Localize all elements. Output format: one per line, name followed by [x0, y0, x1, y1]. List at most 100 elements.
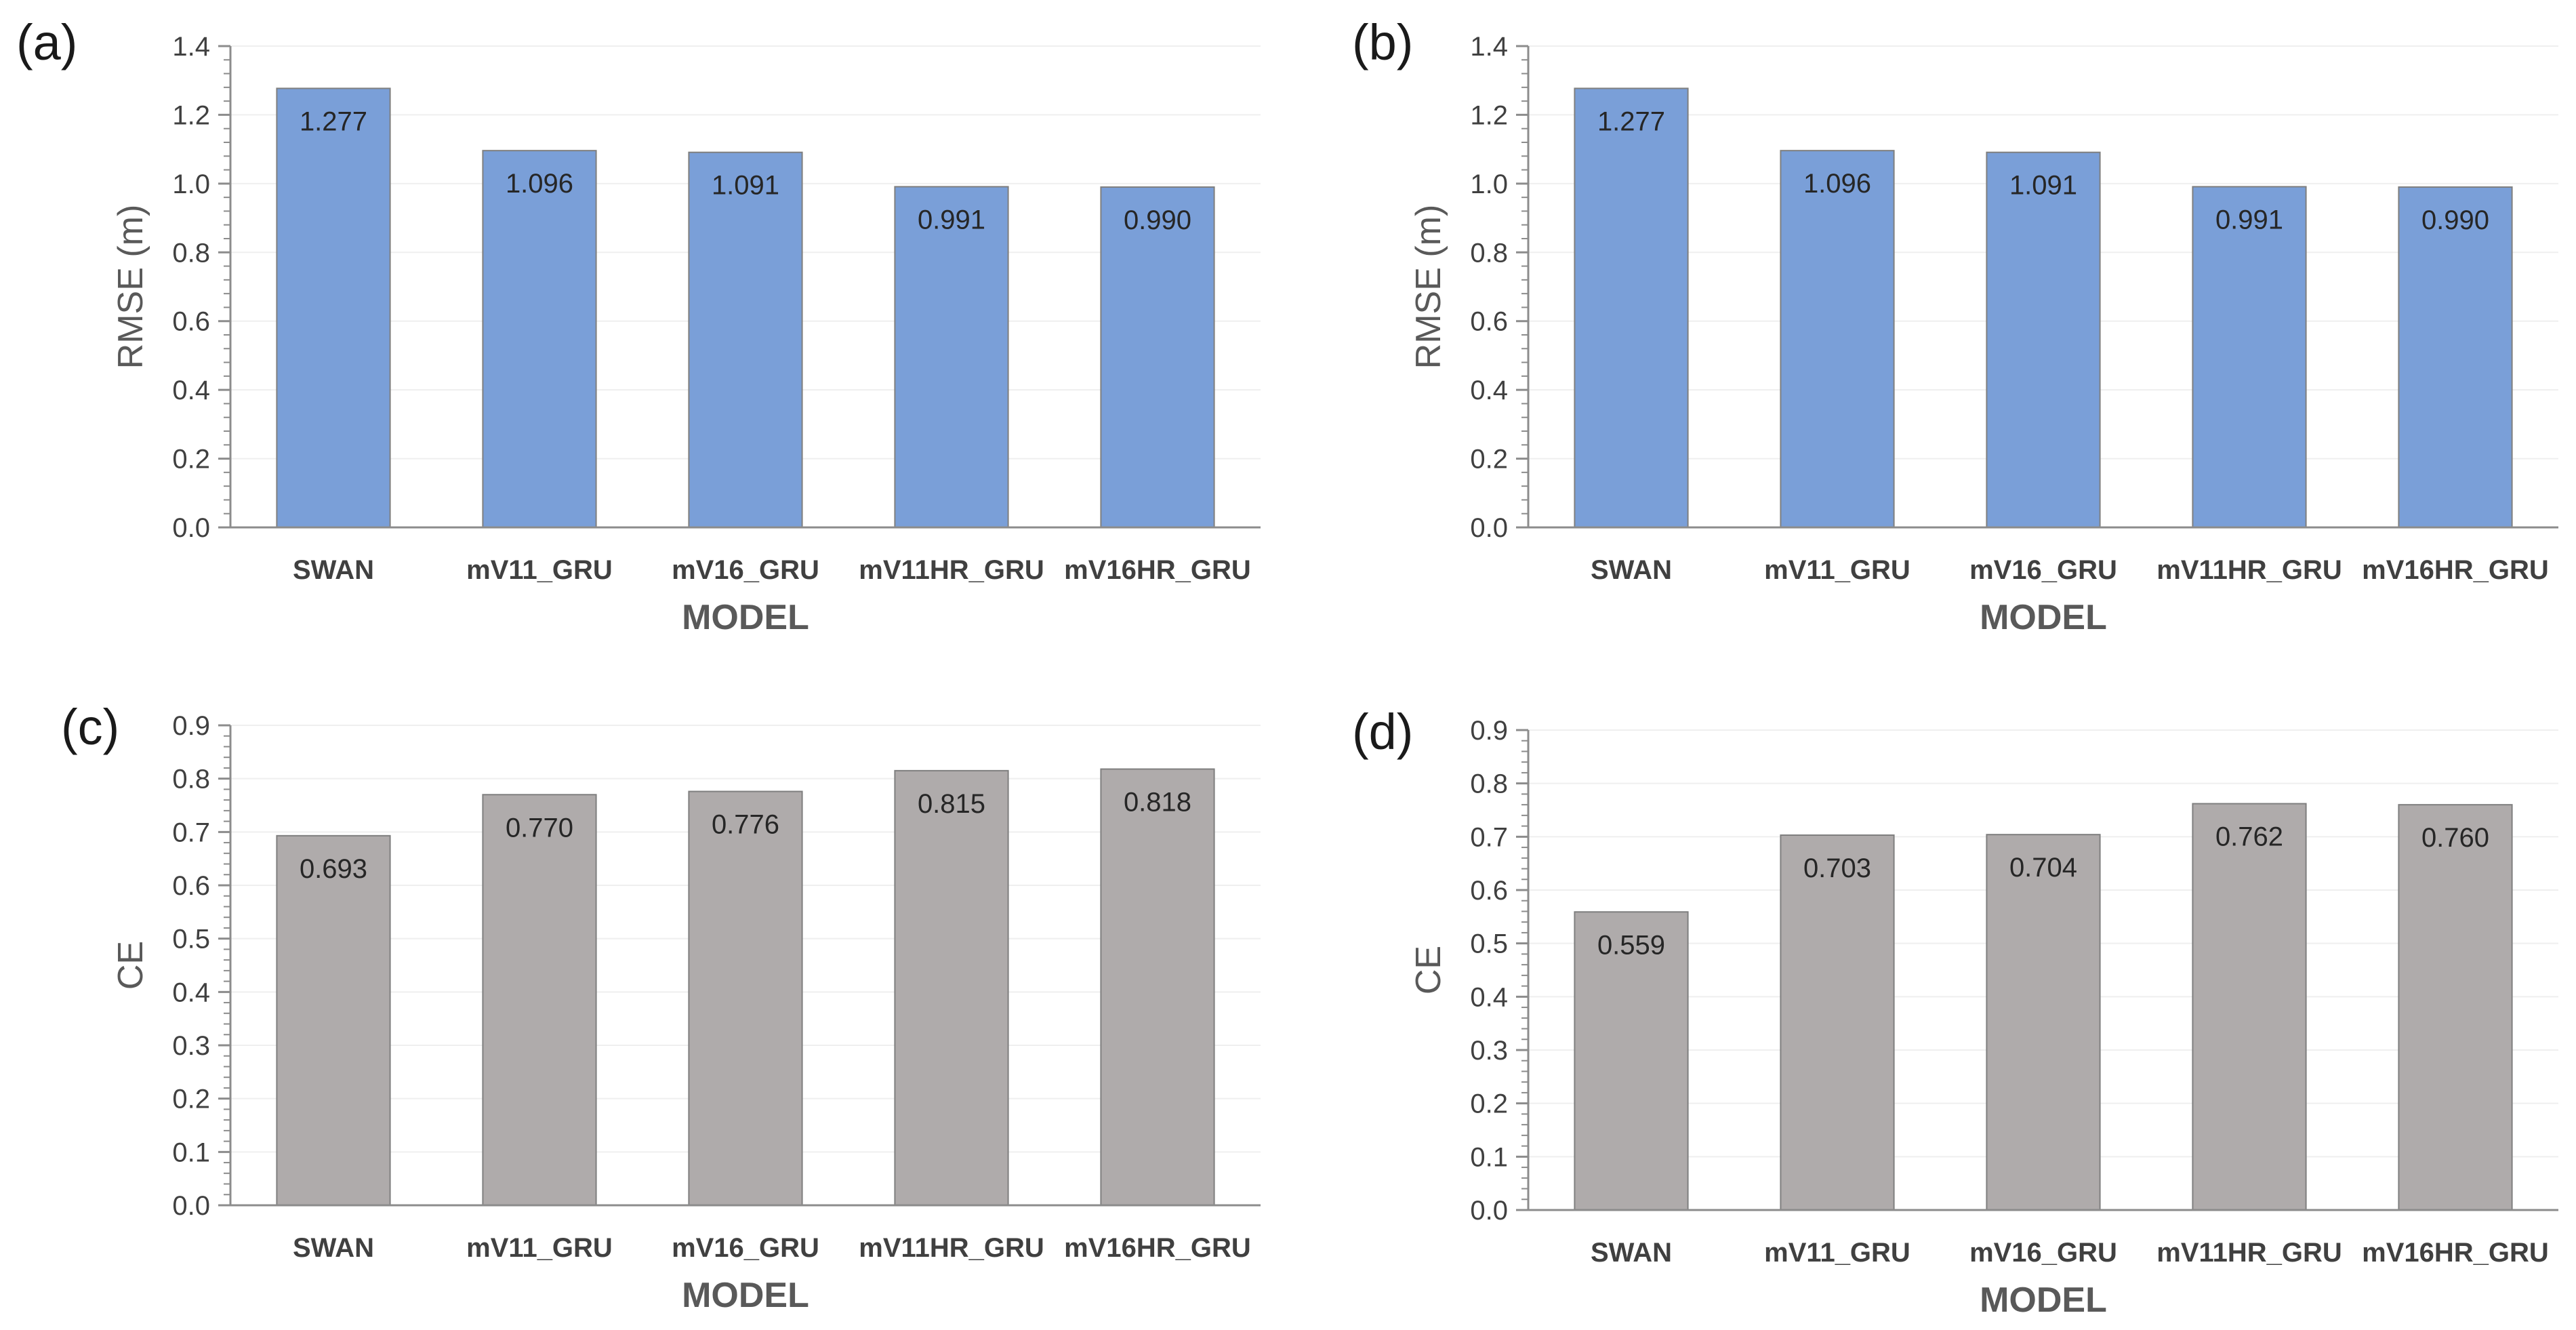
- chart2-category-label-1: mV11_GRU: [466, 1233, 613, 1263]
- chart0-data-label-3: 0.991: [918, 205, 985, 235]
- chart0-category-label-4: mV16HR_GRU: [1064, 555, 1251, 585]
- chart1-y-tick-label: 0.4: [1470, 376, 1508, 405]
- chart0-category-label-2: mV16_GRU: [672, 555, 819, 585]
- chart2-data-label-4: 0.818: [1124, 788, 1191, 818]
- chart0-bar-0: [276, 87, 391, 528]
- chart2-y-tick-label: 0.6: [172, 871, 210, 901]
- chart1-y-tick-label: 0.2: [1470, 445, 1508, 475]
- chart1-data-label-3: 0.991: [2215, 205, 2283, 235]
- chart3-bar-4: [2398, 804, 2513, 1211]
- chart0-bar-4: [1100, 186, 1215, 528]
- chart3-y-tick-label: 0.3: [1470, 1036, 1508, 1066]
- chart3-y-tick-label: 0.9: [1470, 716, 1508, 746]
- chart3-y-tick-label: 0.1: [1470, 1142, 1508, 1172]
- chart1-bar-0: [1574, 87, 1689, 528]
- chart3-bar-3: [2192, 803, 2307, 1211]
- chart1-y-tick-label: 1.2: [1470, 100, 1508, 130]
- chart2-category-label-3: mV11HR_GRU: [859, 1233, 1044, 1263]
- chart1-data-label-1: 1.096: [1803, 169, 1871, 199]
- chart0-data-label-2: 1.091: [712, 171, 779, 201]
- chart2-y-tick-label: 0.8: [172, 765, 210, 794]
- chart0-y-tick-label: 0.6: [172, 307, 210, 337]
- chart2-category-label-2: mV16_GRU: [672, 1233, 819, 1263]
- chart3-category-label-2: mV16_GRU: [1969, 1238, 2117, 1268]
- chart3-y-axis-title: CE: [1409, 946, 1448, 994]
- chart1-panel-label: (b): [1352, 14, 1413, 70]
- chart1-category-label-1: mV11_GRU: [1764, 555, 1910, 585]
- chart1-bar-3: [2192, 186, 2307, 528]
- chart1-y-tick-label: 1.4: [1470, 32, 1508, 62]
- chart0-y-tick-label: 1.2: [172, 100, 210, 130]
- chart0-y-tick-label: 0.8: [172, 238, 210, 268]
- chart2-y-tick-label: 0.7: [172, 818, 210, 847]
- chart0-bar-1: [482, 150, 597, 528]
- chart3-data-label-4: 0.760: [2421, 823, 2489, 853]
- chart2-y-tick-label: 0.5: [172, 925, 210, 954]
- chart2-bar-1: [482, 794, 597, 1207]
- chart0-y-tick-label: 0.0: [172, 513, 210, 543]
- chart2-category-label-0: SWAN: [293, 1233, 374, 1263]
- chart1-category-label-0: SWAN: [1591, 555, 1672, 585]
- chart1-y-axis-title: RMSE (m): [1409, 205, 1448, 369]
- chart3-panel-label: (d): [1352, 704, 1413, 760]
- chart3-y-tick-label: 0.4: [1470, 982, 1508, 1012]
- chart2-category-label-4: mV16HR_GRU: [1064, 1233, 1251, 1263]
- chart0-bar-3: [894, 186, 1009, 528]
- chart1-y-tick-label: 0.6: [1470, 307, 1508, 337]
- chart2-data-label-1: 0.770: [506, 813, 573, 843]
- chart2-x-axis-title: MODEL: [682, 1276, 809, 1315]
- chart2-bar-4: [1100, 768, 1215, 1207]
- chart2-bar-0: [276, 834, 391, 1206]
- chart1-bar-2: [1986, 151, 2101, 528]
- chart0-category-label-3: mV11HR_GRU: [859, 555, 1044, 585]
- chart2-y-tick-label: 0.1: [172, 1137, 210, 1167]
- chart2-y-tick-label: 0.3: [172, 1031, 210, 1061]
- chart0-data-label-0: 1.277: [300, 106, 367, 136]
- chart0-category-label-0: SWAN: [293, 555, 374, 585]
- chart3-category-label-4: mV16HR_GRU: [2362, 1238, 2549, 1268]
- chart2-bar-3: [894, 769, 1009, 1207]
- chart0-category-label-1: mV11_GRU: [466, 555, 613, 585]
- chart3-bar-1: [1780, 834, 1895, 1211]
- chart2-y-tick-label: 0.9: [172, 711, 210, 741]
- chart0-y-tick-label: 1.4: [172, 32, 210, 62]
- chart3-category-label-1: mV11_GRU: [1764, 1238, 1910, 1268]
- chart3-y-tick-label: 0.6: [1470, 876, 1508, 906]
- chart1-data-label-2: 1.091: [2009, 171, 2077, 201]
- chart3-y-tick-label: 0.2: [1470, 1089, 1508, 1119]
- chart3-bar-0: [1574, 911, 1689, 1211]
- chart3-data-label-2: 0.704: [2009, 853, 2077, 883]
- chart2-data-label-3: 0.815: [918, 789, 985, 819]
- chart2-y-tick-label: 0.0: [172, 1191, 210, 1221]
- chart0-panel-label: (a): [16, 14, 77, 70]
- chart3-bar-2: [1986, 834, 2101, 1211]
- chart3-y-tick-label: 0.0: [1470, 1196, 1508, 1226]
- chart3-x-axis-title: MODEL: [1980, 1281, 2107, 1320]
- chart2-y-axis-title: CE: [111, 941, 150, 990]
- chart1-y-tick-label: 1.0: [1470, 169, 1508, 199]
- chart0-y-tick-label: 0.4: [172, 376, 210, 405]
- chart3-y-tick-label: 0.8: [1470, 769, 1508, 799]
- chart0-bar-2: [688, 151, 803, 528]
- chart1-category-label-2: mV16_GRU: [1969, 555, 2117, 585]
- chart1-data-label-0: 1.277: [1597, 106, 1665, 136]
- chart0-data-label-4: 0.990: [1124, 205, 1191, 235]
- chart2-bar-2: [688, 790, 803, 1206]
- chart0-y-tick-label: 1.0: [172, 169, 210, 199]
- chart0-y-tick-label: 0.2: [172, 445, 210, 475]
- chart1-bar-4: [2398, 186, 2513, 528]
- chart3-y-tick-label: 0.5: [1470, 929, 1508, 959]
- chart0-data-label-1: 1.096: [506, 169, 573, 199]
- chart2-data-label-2: 0.776: [712, 810, 779, 840]
- chart2-y-tick-label: 0.4: [172, 978, 210, 1007]
- chart2-panel-label: (c): [61, 699, 119, 755]
- chart2-y-tick-label: 0.2: [172, 1085, 210, 1114]
- chart3-data-label-0: 0.559: [1597, 930, 1665, 960]
- chart3-data-label-3: 0.762: [2215, 822, 2283, 852]
- chart1-bar-1: [1780, 150, 1895, 528]
- chart3-category-label-0: SWAN: [1591, 1238, 1672, 1268]
- chart1-y-tick-label: 0.0: [1470, 513, 1508, 543]
- chart1-category-label-4: mV16HR_GRU: [2362, 555, 2549, 585]
- chart3-data-label-1: 0.703: [1803, 853, 1871, 883]
